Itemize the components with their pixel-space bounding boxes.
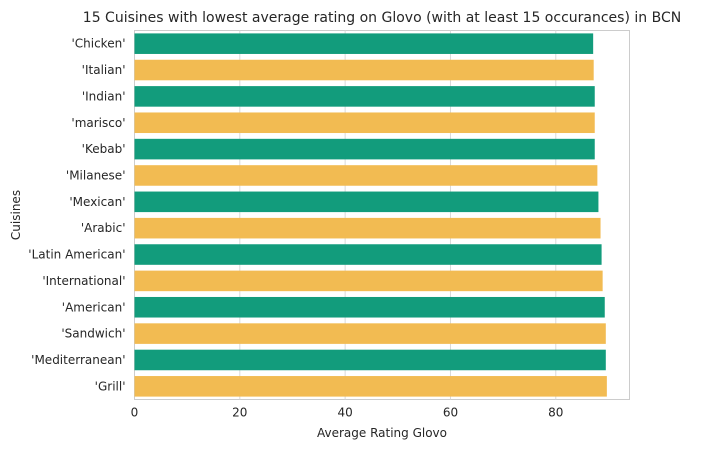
- y-tick-label: 'American': [62, 300, 126, 314]
- y-tick-label: 'Arabic': [81, 221, 126, 235]
- bar: [134, 138, 595, 160]
- chart-title: 15 Cuisines with lowest average rating o…: [83, 10, 681, 26]
- y-tick-label: 'Milanese': [66, 168, 126, 182]
- x-axis-label: Average Rating Glovo: [317, 426, 447, 440]
- bar: [134, 86, 595, 107]
- x-tick-label: 80: [548, 406, 563, 420]
- bar: [134, 165, 598, 186]
- x-tick-label: 20: [232, 406, 247, 420]
- y-tick-label: 'Mediterranean': [31, 353, 125, 367]
- y-tick-label: 'Italian': [82, 63, 126, 77]
- bar: [134, 191, 599, 213]
- bar: [134, 217, 601, 239]
- y-tick-label: 'Indian': [82, 89, 126, 103]
- bar: [134, 112, 595, 134]
- bar: [134, 376, 607, 397]
- x-tick-label: 40: [337, 406, 352, 420]
- y-axis-label: Cuisines: [9, 190, 23, 240]
- y-tick-label: 'marisco': [71, 116, 125, 130]
- bar: [134, 349, 606, 371]
- x-tick-label: 0: [131, 406, 139, 420]
- bar: [134, 270, 603, 292]
- bars-group: [134, 33, 607, 397]
- bar: [134, 59, 594, 81]
- y-tick-label: 'Grill': [95, 379, 126, 393]
- y-tick-label: 'International': [42, 274, 125, 288]
- bar: [134, 33, 594, 54]
- plot-area: [134, 30, 630, 400]
- x-tick-label: 60: [443, 406, 458, 420]
- y-tick-label: 'Kebab': [82, 142, 126, 156]
- y-tick-label: 'Mexican': [69, 195, 125, 209]
- y-tick-label: 'Chicken': [71, 37, 125, 51]
- bar: [134, 323, 606, 344]
- x-tick-labels: 0 20 40 60 80: [131, 406, 564, 420]
- bar: [134, 296, 605, 318]
- bar: [134, 244, 602, 265]
- y-tick-labels: 'Chicken' 'Italian' 'Indian' 'marisco' 'Keba…: [28, 37, 125, 394]
- y-tick-label: 'Latin American': [28, 248, 125, 262]
- y-tick-label: 'Sandwich': [61, 327, 125, 341]
